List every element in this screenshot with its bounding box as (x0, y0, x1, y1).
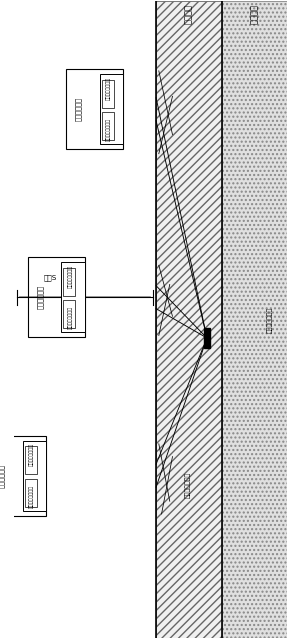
Bar (102, 80, 114, 108)
Text: 裂缝和全反射体: 裂缝和全反射体 (267, 306, 272, 333)
Text: 发射天线接收天线: 发射天线接收天线 (67, 307, 72, 330)
Text: 发射天线接收天线: 发射天线接收天线 (67, 265, 72, 288)
Bar (63, 268, 75, 296)
Bar (156, 1, 222, 638)
Bar (61, 262, 85, 332)
Bar (25, 446, 37, 474)
Text: 发射天线接收天线: 发射天线接收天线 (106, 77, 111, 100)
Bar (222, 1, 287, 638)
Text: 探地雷达天线: 探地雷达天线 (37, 285, 43, 309)
Bar (63, 300, 75, 328)
Text: 探地雷达天线: 探地雷达天线 (0, 464, 5, 488)
Bar (102, 112, 114, 140)
Bar (23, 441, 46, 511)
Text: 道路基层: 道路基层 (250, 4, 259, 24)
Text: 电磁波传播路径: 电磁波传播路径 (185, 472, 190, 498)
Bar (204, 328, 210, 348)
Text: 道路面层: 道路面层 (184, 4, 193, 24)
Bar (100, 74, 123, 144)
Text: 发射天线接收天线: 发射天线接收天线 (29, 485, 34, 508)
Bar (222, 1, 287, 638)
Bar (0, 436, 46, 516)
Text: 点距S: 点距S (44, 275, 58, 281)
Bar (66, 69, 123, 149)
Bar (28, 258, 85, 337)
Text: 发射天线接收天线: 发射天线接收天线 (29, 443, 34, 466)
Text: 发射天线接收天线: 发射天线接收天线 (106, 118, 111, 141)
Text: 探地雷达天线: 探地雷达天线 (75, 97, 82, 121)
Bar (25, 479, 37, 507)
Bar (156, 1, 222, 638)
